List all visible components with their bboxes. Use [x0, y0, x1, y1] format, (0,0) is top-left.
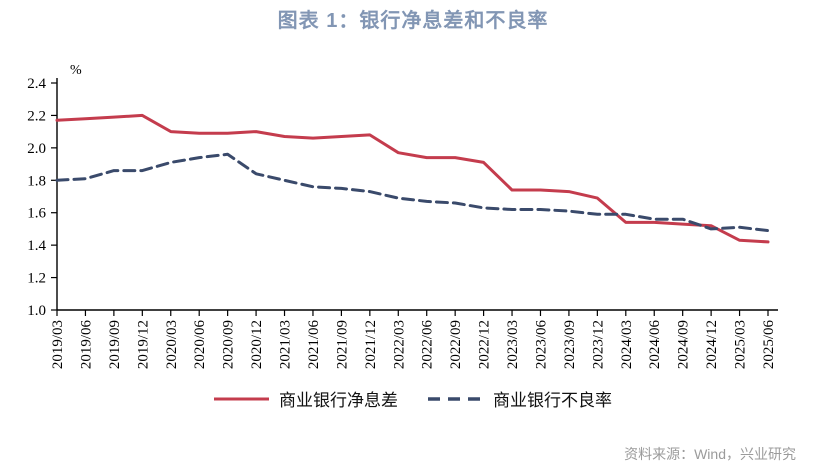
x-tick-label: 2023/06: [533, 320, 549, 370]
x-tick-label: 2022/03: [391, 320, 407, 369]
x-tick-label: 2021/03: [278, 320, 294, 369]
x-tick-label: 2025/03: [733, 320, 749, 369]
x-tick-label: 2019/09: [107, 320, 123, 369]
x-tick-label: 2022/06: [420, 320, 436, 370]
nim-solid-line-icon: [214, 397, 269, 400]
y-tick-label: 2.4: [27, 76, 46, 92]
npl-line: [55, 152, 770, 233]
x-tick-label: 2022/12: [477, 320, 493, 369]
source-note: 资料来源：Wind，兴业研究: [624, 446, 796, 462]
legend-label-nim: 商业银行净息差: [279, 391, 398, 410]
x-tick-label: 2025/06: [761, 320, 777, 370]
legend-label-npl: 商业银行不良率: [493, 391, 612, 410]
x-tick-label: 2021/12: [363, 320, 379, 369]
y-axis-unit-label: %: [70, 63, 82, 78]
x-tick-label: 2020/06: [192, 320, 208, 370]
x-tick-label: 2021/06: [306, 320, 322, 370]
y-tick-label: 1.2: [27, 271, 46, 287]
x-tick-label: 2024/03: [619, 320, 635, 369]
x-tick-label: 2024/06: [647, 320, 663, 370]
x-tick-label: 2024/12: [704, 320, 720, 369]
x-tick-label: 2022/09: [448, 320, 464, 369]
x-tick-label: 2023/03: [505, 320, 521, 369]
legend-item-npl: 商业银行不良率: [428, 386, 612, 411]
y-tick-label: 1.8: [27, 173, 46, 189]
line-chart-canvas: 1.0 1.2 1.4 1.6 1.8 2.0 2.2 2.4% 2019/03 2019/06 2…: [27, 63, 778, 370]
y-tick-label: 1.0: [27, 303, 46, 319]
x-tick-label: 2021/09: [334, 320, 350, 369]
legend: 商业银行净息差 商业银行不良率: [0, 386, 826, 411]
x-tick-label: 2020/09: [221, 320, 237, 369]
x-tick-label: 2019/06: [78, 320, 94, 370]
x-tick-label: 2020/03: [164, 320, 180, 369]
y-tick-label: 1.6: [27, 206, 46, 222]
legend-item-nim: 商业银行净息差: [214, 386, 398, 411]
y-tick-label: 2.0: [27, 141, 46, 157]
x-tick-label: 2023/12: [590, 320, 606, 369]
x-tick-label: 2023/09: [562, 320, 578, 369]
x-tick-label: 2024/09: [676, 320, 692, 369]
nim-line: [55, 113, 770, 244]
x-tick-label: 2020/12: [249, 320, 265, 369]
y-tick-label: 1.4: [27, 238, 46, 254]
page-title: 图表 1：银行净息差和不良率: [277, 10, 549, 32]
x-tick-label: 2019/03: [50, 320, 66, 369]
y-tick-label: 2.2: [27, 108, 46, 124]
x-tick-label: 2019/12: [135, 320, 151, 369]
npl-dashed-line-icon: [428, 396, 483, 401]
